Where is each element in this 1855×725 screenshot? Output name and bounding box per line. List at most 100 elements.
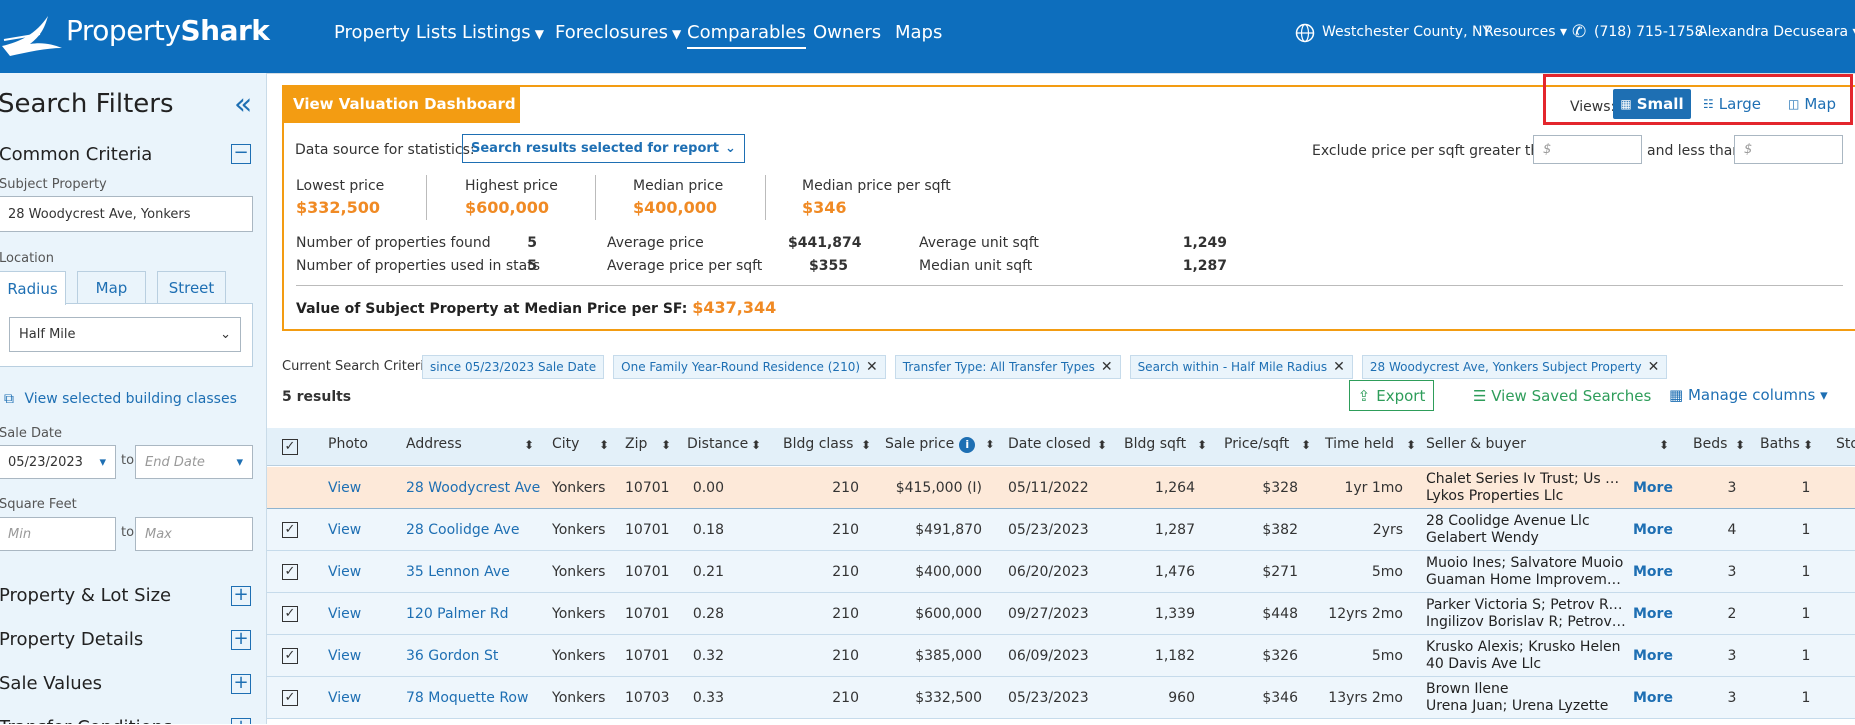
more-link[interactable]: More (1633, 522, 1673, 538)
address[interactable]: 35 Lennon Ave (406, 564, 510, 580)
date-to[interactable]: End Date ▾ (135, 445, 253, 479)
section-title[interactable]: Property Details (0, 629, 144, 650)
nav-item[interactable]: Property Lists (334, 22, 457, 43)
data-source-select[interactable]: Search results selected for report ⌄ (462, 134, 745, 163)
column-header[interactable]: Zip (625, 436, 647, 452)
address[interactable]: 36 Gordon St (406, 648, 499, 664)
sort-icon[interactable]: ⬍ (1406, 438, 1417, 452)
sqft-max[interactable]: Max (135, 517, 253, 551)
saved-searches[interactable]: ☰ View Saved Searches (1473, 387, 1652, 405)
expand-section[interactable]: + (231, 674, 251, 694)
dashboard-button[interactable]: View Valuation Dashboard ▼ (282, 85, 537, 123)
user-menu[interactable]: Alexandra Decuseara ▾ (1698, 24, 1855, 40)
stat-value: 1,249 (1182, 235, 1227, 251)
view-option[interactable]: ▦ Small (1613, 89, 1691, 119)
nav-item[interactable]: Foreclosures ▼ (555, 22, 681, 43)
section-title[interactable]: Transfer Conditions (0, 717, 172, 724)
sort-icon[interactable]: ⬍ (1659, 438, 1670, 452)
section-title[interactable]: Property & Lot Size (0, 585, 172, 606)
nav-item[interactable]: Maps (895, 22, 942, 43)
column-header[interactable]: Sto (1836, 436, 1855, 452)
photo-link[interactable]: View (328, 564, 362, 580)
criteria-chip[interactable]: Search within - Half Mile Radius ✕ (1129, 355, 1353, 379)
manage-columns[interactable]: ▦ Manage columns ▾ (1669, 386, 1828, 404)
view-option[interactable]: ☷ Large (1692, 89, 1772, 119)
column-header[interactable]: Sale price i ⬍ (885, 436, 994, 453)
photo-link[interactable]: View (328, 690, 362, 706)
address[interactable]: 28 Coolidge Ave (406, 522, 520, 538)
expand-section[interactable]: + (231, 630, 251, 650)
exclude-max[interactable]: $ (1734, 135, 1843, 164)
sort-icon[interactable]: ⬍ (599, 438, 610, 452)
subject-input[interactable]: 28 Woodycrest Ave, Yonkers (0, 196, 253, 232)
photo-link[interactable]: View (328, 648, 362, 664)
date-from[interactable]: 05/23/2023 ▾ (0, 445, 116, 479)
column-header[interactable]: Distance (687, 436, 748, 452)
tab[interactable]: Radius (0, 271, 66, 305)
collapse-sidebar[interactable]: « (234, 87, 253, 122)
stat-value: $400,000 (633, 198, 718, 217)
location[interactable]: Westchester County, NY (1322, 24, 1491, 40)
address[interactable]: 28 Woodycrest Ave (406, 480, 541, 496)
sidebar: Search Filters « Common Criteria − Subje… (0, 73, 267, 724)
criteria-chip[interactable]: since 05/23/2023 Sale Date (422, 355, 605, 379)
sort-icon[interactable]: ⬍ (861, 438, 872, 452)
phone[interactable]: (718) 715-1758 (1594, 24, 1704, 40)
column-header[interactable]: Time held (1325, 436, 1394, 452)
section-title[interactable]: Sale Values (0, 673, 103, 694)
checkbox[interactable]: ✓ (282, 648, 298, 664)
column-header[interactable]: Bldg sqft (1124, 436, 1186, 452)
column-header[interactable]: Bldg class (783, 436, 853, 452)
sort-icon[interactable]: ⬍ (1097, 438, 1108, 452)
exclude-min[interactable]: $ (1533, 135, 1642, 164)
photo-link[interactable]: View (328, 480, 362, 496)
photo-link[interactable]: View (328, 606, 362, 622)
more-link[interactable]: More (1633, 564, 1673, 580)
beds: 2 (1727, 606, 1737, 622)
sort-icon[interactable]: ⬍ (1803, 438, 1814, 452)
column-header[interactable]: Address (406, 436, 462, 452)
checkbox[interactable]: ✓ (282, 606, 298, 622)
address[interactable]: 78 Moquette Row (406, 690, 529, 706)
export-button[interactable]: ⇪ Export (1349, 380, 1434, 411)
column-header[interactable]: Price/sqft (1224, 436, 1289, 452)
sort-icon[interactable]: ⬍ (1301, 438, 1312, 452)
column-header[interactable]: City (552, 436, 579, 452)
column-header[interactable]: Seller & buyer (1426, 436, 1526, 452)
nav-item[interactable]: Owners (813, 22, 881, 43)
sort-icon[interactable]: ⬍ (1197, 438, 1208, 452)
more-link[interactable]: More (1633, 648, 1673, 664)
criteria-chip[interactable]: 28 Woodycrest Ave, Yonkers Subject Prope… (1361, 355, 1668, 379)
tab[interactable]: Street (157, 271, 226, 304)
address[interactable]: 120 Palmer Rd (406, 606, 509, 622)
view-option[interactable]: ◫ Map (1772, 89, 1852, 119)
expand-section[interactable]: + (231, 718, 251, 724)
classes-link[interactable]: ⧉ View selected building classes (4, 391, 237, 407)
checkbox[interactable]: ✓ (282, 564, 298, 580)
column-header[interactable]: Beds (1693, 436, 1727, 452)
sort-icon[interactable]: ⬍ (524, 438, 535, 452)
radius-select[interactable]: Half Mile ⌄ (9, 317, 241, 352)
criteria-chip[interactable]: Transfer Type: All Transfer Types ✕ (894, 355, 1121, 379)
sort-icon[interactable]: ⬍ (751, 438, 762, 452)
expand-section[interactable]: + (231, 586, 251, 606)
checkbox[interactable]: ✓ (282, 439, 298, 455)
more-link[interactable]: More (1633, 606, 1673, 622)
resources[interactable]: Resources ▾ (1484, 24, 1567, 40)
column-header[interactable]: Baths (1760, 436, 1800, 452)
column-header[interactable]: Date closed (1008, 436, 1091, 452)
checkbox[interactable]: ✓ (282, 690, 298, 706)
logo[interactable]: PropertyShark (66, 14, 270, 47)
photo-link[interactable]: View (328, 522, 362, 538)
nav-item[interactable]: Listings ▼ (462, 22, 544, 43)
sort-icon[interactable]: ⬍ (1735, 438, 1746, 452)
checkbox[interactable]: ✓ (282, 522, 298, 538)
sqft-min[interactable]: Min (0, 517, 116, 551)
criteria-chip[interactable]: One Family Year-Round Residence (210) ✕ (613, 355, 886, 379)
sort-icon[interactable]: ⬍ (661, 438, 672, 452)
nav-item[interactable]: Comparables (687, 22, 806, 49)
collapse-section[interactable]: − (231, 144, 251, 164)
more-link[interactable]: More (1633, 690, 1673, 706)
more-link[interactable]: More (1633, 480, 1673, 496)
tab[interactable]: Map (77, 271, 146, 304)
